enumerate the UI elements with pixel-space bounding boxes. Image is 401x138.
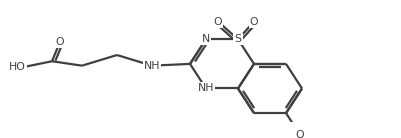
Text: O: O: [250, 17, 258, 26]
Text: S: S: [235, 34, 241, 44]
Text: O: O: [296, 130, 304, 138]
Text: O: O: [214, 17, 222, 26]
Text: O: O: [56, 37, 64, 47]
Text: NH: NH: [144, 61, 160, 71]
Text: NH: NH: [198, 83, 214, 93]
Text: HO: HO: [9, 62, 26, 72]
Text: N: N: [202, 34, 210, 44]
